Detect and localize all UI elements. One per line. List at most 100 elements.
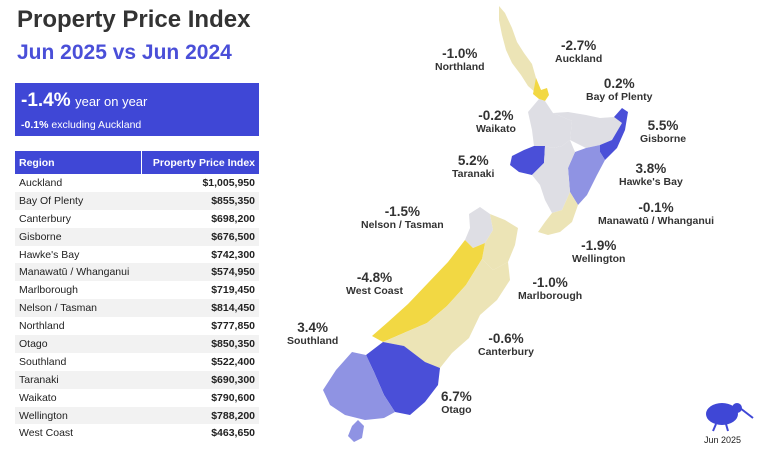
price-index-cell: $777,850 [211, 320, 255, 333]
map-label-pct: -1.0% [442, 46, 478, 61]
price-index-cell: $814,450 [141, 299, 259, 318]
map-label-pct: -1.9% [581, 238, 617, 253]
map-label-manawatu: -0.1% Manawatū / Whanganui [598, 200, 714, 227]
region-cell: Gisborne [15, 227, 142, 246]
region-cell: Hawke's Bay [19, 248, 80, 261]
map-label-pct: -4.8% [356, 270, 393, 285]
region-southland[interactable] [323, 352, 395, 420]
region-bay-of-plenty[interactable] [553, 112, 622, 148]
map-label-waikato: -0.2% Waikato [476, 108, 516, 135]
map-label-pct: 6.7% [441, 389, 472, 404]
region-west-coast[interactable] [372, 240, 485, 342]
price-index-cell: $676,500 [141, 227, 259, 246]
column-header-region[interactable]: Region [15, 151, 142, 174]
region-cell: Canterbury [19, 212, 71, 225]
table-row: Southland $522,400 [15, 353, 259, 371]
region-cell: Manawatū / Whanganui [15, 263, 142, 282]
summary-box: -1.4% year on year -0.1% excluding Auckl… [15, 83, 259, 136]
map-label-name: Wellington [572, 253, 626, 265]
price-index-cell: $788,200 [141, 406, 259, 425]
table-row: Waikato $790,600 [15, 389, 259, 407]
region-cell: Waikato [19, 391, 57, 404]
region-cell: Taranaki [15, 370, 142, 389]
region-auckland[interactable] [533, 78, 549, 101]
yoy-value: -1.4% [21, 90, 71, 111]
map-label-otago: 6.7% Otago [441, 389, 472, 416]
page-subtitle: Jun 2025 vs Jun 2024 [17, 41, 232, 64]
price-index-cell: $522,400 [211, 355, 255, 368]
table-row: Gisborne $676,500 [15, 227, 259, 246]
map-label-name: Waikato [476, 123, 516, 135]
price-index-cell: $850,350 [141, 335, 259, 353]
map-label-pct: -0.2% [478, 108, 514, 123]
table-row: Wellington $788,200 [15, 406, 259, 425]
price-index-cell: $690,300 [141, 370, 259, 389]
region-cell: Wellington [15, 406, 142, 425]
price-index-cell: $742,300 [211, 248, 255, 261]
map-label-hawkes-bay: 3.8% Hawke's Bay [619, 161, 683, 188]
region-otago[interactable] [366, 342, 440, 415]
region-cell: Southland [19, 355, 67, 368]
map-label-name: Hawke's Bay [619, 176, 683, 188]
map-label-southland: 3.4% Southland [287, 320, 338, 347]
map-label-pct: -1.5% [384, 204, 420, 219]
map-label-name: Northland [435, 61, 485, 73]
price-index-cell: $463,650 [211, 427, 255, 440]
region-northland[interactable] [499, 6, 541, 93]
price-index-cell: $790,600 [211, 391, 255, 404]
table-row: West Coast $463,650 [15, 424, 259, 442]
table-row: Manawatū / Whanganui $574,950 [15, 263, 259, 282]
map-label-gisborne: 5.5% Gisborne [640, 118, 686, 145]
region-manawatu[interactable] [532, 140, 575, 213]
map-label-pct: 3.8% [635, 161, 667, 176]
table-row: Canterbury $698,200 [15, 210, 259, 228]
region-nelson-tasman[interactable] [465, 207, 493, 248]
map-label-name: Bay of Plenty [586, 91, 653, 103]
region-hawkes-bay[interactable] [568, 145, 605, 205]
map-label-name: Southland [287, 335, 339, 347]
region-marlborough[interactable] [482, 214, 518, 270]
yoy-label: year on year [75, 94, 148, 109]
table-row: Otago $850,350 [15, 335, 259, 353]
region-cell: Nelson / Tasman [15, 299, 142, 318]
table-row: Nelson / Tasman $814,450 [15, 299, 259, 318]
map-label-pct: 0.2% [603, 76, 635, 91]
map-label-pct: -0.6% [488, 331, 524, 346]
map-label-name: Otago [441, 404, 472, 416]
map-label-name: Nelson / Tasman [361, 219, 444, 231]
region-cell: Marlborough [19, 284, 78, 297]
region-taranaki[interactable] [510, 146, 545, 175]
map-label-marlborough: -1.0% Marlborough [518, 275, 582, 302]
region-wellington[interactable] [538, 192, 578, 235]
region-cell: Auckland [19, 176, 63, 189]
table-header-row: Region Property Price Index [15, 151, 259, 174]
map-label-nelson-tasman: -1.5% Nelson / Tasman [361, 204, 444, 231]
map-label-taranaki: 5.2% Taranaki [452, 153, 494, 180]
region-waikato[interactable] [528, 99, 572, 148]
report-date: Jun 2025 [704, 435, 742, 445]
price-index-cell: $698,200 [211, 212, 255, 225]
column-header-price-index[interactable]: Property Price Index [140, 151, 259, 174]
region-canterbury[interactable] [383, 259, 510, 368]
region-cell: Bay Of Plenty [15, 191, 142, 210]
price-index-cell: $1,005,950 [202, 176, 255, 189]
region-cell: West Coast [19, 427, 74, 440]
map-label-pct: 5.5% [647, 118, 679, 133]
table-row: Marlborough $719,450 [15, 281, 259, 299]
excl-auckland-summary: -0.1% excluding Auckland [21, 119, 141, 131]
map-label-northland: -1.0% Northland [435, 46, 485, 73]
map-label-pct: -2.7% [560, 38, 597, 53]
region-gisborne[interactable] [600, 108, 628, 160]
page-title: Property Price Index [17, 6, 251, 33]
region-stewart-island[interactable] [348, 420, 364, 442]
map-label-name: Canterbury [478, 346, 535, 358]
map-label-pct: 3.4% [297, 320, 329, 335]
map-label-canterbury: -0.6% Canterbury [478, 331, 534, 358]
price-index-cell: $719,450 [211, 284, 255, 297]
map-label-name: West Coast [346, 285, 403, 297]
map-label-name: Manawatū / Whanganui [598, 215, 715, 227]
table-row: Hawke's Bay $742,300 [15, 246, 259, 264]
excl-label: excluding Auckland [51, 119, 142, 131]
map-label-name: Taranaki [452, 168, 495, 180]
